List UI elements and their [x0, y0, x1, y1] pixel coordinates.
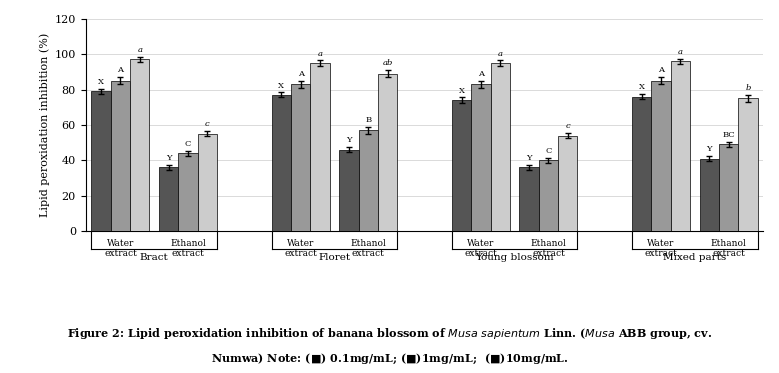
Bar	[651, 81, 671, 231]
Text: A: A	[478, 70, 484, 78]
Bar	[358, 130, 378, 231]
Bar	[738, 98, 758, 231]
Text: Y: Y	[166, 154, 171, 162]
Text: Y: Y	[707, 145, 712, 153]
Bar	[452, 100, 471, 231]
Bar	[159, 167, 178, 231]
Y-axis label: Lipid peroxidation inhibition (%): Lipid peroxidation inhibition (%)	[40, 33, 51, 217]
Text: c: c	[566, 122, 570, 130]
Bar	[111, 81, 130, 231]
Text: A: A	[658, 66, 664, 75]
Bar	[632, 97, 651, 231]
Bar	[700, 159, 719, 231]
Bar	[291, 84, 310, 231]
Text: X: X	[98, 78, 104, 86]
Text: a: a	[137, 46, 143, 54]
Text: Young blossom: Young blossom	[475, 253, 554, 261]
Text: a: a	[318, 50, 323, 58]
Bar	[378, 73, 397, 231]
Bar	[340, 150, 358, 231]
Text: C: C	[545, 147, 552, 155]
Bar	[91, 91, 111, 231]
Text: Y: Y	[346, 137, 352, 144]
Text: X: X	[639, 83, 645, 91]
Text: c: c	[205, 120, 210, 128]
Bar	[671, 61, 690, 231]
Text: X: X	[459, 87, 464, 95]
Text: B: B	[365, 116, 372, 124]
Text: Numwa) Note: ($\blacksquare$) 0.1mg/mL; ($\blacksquare$)1mg/mL;  ($\blacksquare$: Numwa) Note: ($\blacksquare$) 0.1mg/mL; …	[210, 351, 569, 366]
Text: A: A	[298, 70, 304, 78]
Text: A: A	[118, 66, 123, 75]
Bar	[558, 136, 577, 231]
Bar	[272, 95, 291, 231]
Bar	[491, 63, 509, 231]
Text: ab: ab	[382, 59, 393, 68]
Text: a: a	[498, 50, 502, 58]
Bar	[130, 59, 150, 231]
Text: b: b	[746, 84, 751, 92]
Bar	[520, 167, 539, 231]
Text: Floret: Floret	[319, 253, 351, 261]
Bar	[539, 160, 558, 231]
Text: BC: BC	[722, 131, 735, 139]
Bar	[719, 144, 738, 231]
Bar	[310, 63, 330, 231]
Bar	[178, 153, 198, 231]
Text: a: a	[678, 48, 683, 56]
Bar	[471, 84, 491, 231]
Text: X: X	[278, 82, 284, 90]
Text: C: C	[185, 140, 191, 148]
Text: Figure 2: Lipid peroxidation inhibition of banana blossom of $\mathit{Musa\ sapi: Figure 2: Lipid peroxidation inhibition …	[67, 326, 712, 341]
Text: Mixed parts: Mixed parts	[663, 253, 727, 261]
Bar	[198, 134, 217, 231]
Text: Bract: Bract	[140, 253, 168, 261]
Text: Y: Y	[527, 154, 532, 162]
